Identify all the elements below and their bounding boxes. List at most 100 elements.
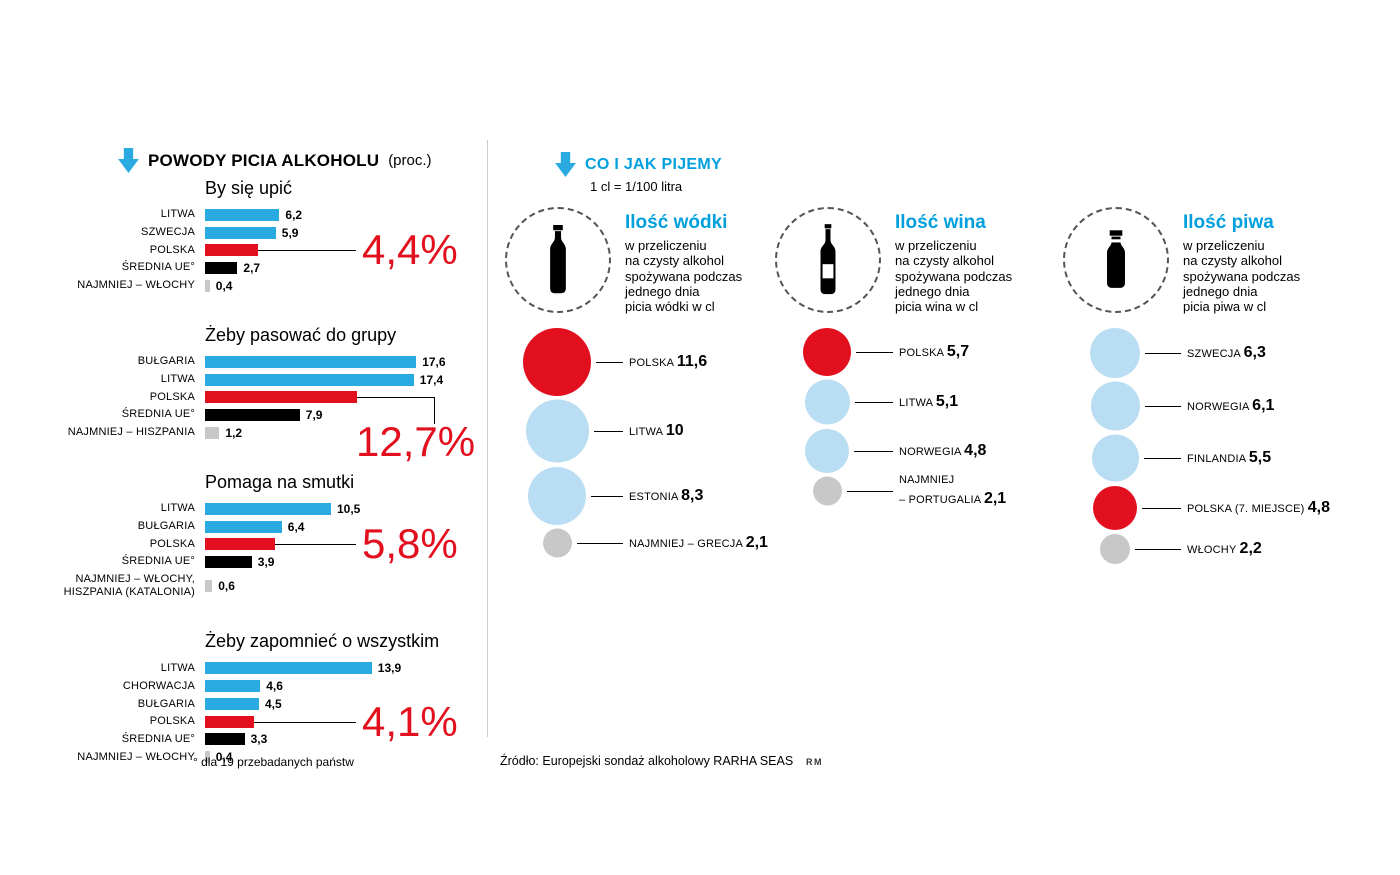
bar	[205, 751, 210, 764]
bar-category-label: LITWA	[160, 502, 195, 515]
description-line: w przeliczeniu	[1183, 238, 1265, 253]
bubble-value: 2,2	[1239, 539, 1262, 557]
bar-row: CHORWACJA 4,6	[62, 679, 492, 693]
bubble-category: FINLANDIA	[1187, 453, 1249, 466]
bar-value-label: 3,9	[257, 554, 275, 569]
bar-value-label: 5,9	[281, 225, 299, 240]
bar-category-label: NAJMNIEJ – WŁOCHY, HISZPANIA (KATALONIA)	[63, 572, 195, 599]
bar-value-label: 1,2	[225, 425, 243, 440]
wine-bottle-icon	[820, 224, 836, 295]
bubble-row: POLSKA 11,6	[505, 327, 775, 396]
bubble-list: POLSKA 5,7 LITWA 5,1 NORWEGIA 4,8 NAJMNIEJ …	[775, 327, 1063, 507]
bubble-value: 5,1	[935, 393, 959, 411]
callout-line	[254, 721, 356, 723]
bar	[205, 426, 220, 439]
bubble-list: POLSKA 11,6 LITWA 10 ESTONIA 8,3 NAJMNIEJ –…	[505, 327, 775, 558]
bubble-label: WŁOCHY 2,2	[1187, 538, 1262, 560]
description-line: na czysty alkohol	[895, 253, 994, 269]
bubble-label: POLSKA 5,7	[899, 341, 969, 363]
callout-line	[274, 544, 356, 546]
bubble-category: NORWEGIA	[899, 445, 965, 458]
author-initials: RM	[806, 757, 823, 767]
bubble-row: POLSKA 5,7	[775, 327, 1063, 376]
bar-value-label: 4,5	[265, 697, 282, 712]
bubble-label: POLSKA 11,6	[629, 351, 707, 373]
bubble-value: 10	[665, 422, 684, 440]
bar-category-label: LITWA	[160, 373, 195, 386]
bubble-row: NAJMNIEJ – PORTUGALIA 2,1	[775, 474, 1063, 507]
consumption-section: CO I JAK PIJEMY 1 cl = 1/100 litra Ilość…	[505, 152, 1375, 568]
bar	[205, 520, 282, 533]
bubble-row: NORWEGIA 4,8	[775, 428, 1063, 473]
bubble-chart-text: Ilość wina w przeliczeniu na czysty alkoho…	[895, 207, 1012, 315]
highlight-percentage: 5,8%	[362, 520, 458, 568]
bubble-label: NAJMNIEJ – GRECJA 2,1	[629, 532, 768, 554]
bar-chart-1: Żeby pasować do grupy BUŁGARIA 17,6 LITWA 17…	[62, 324, 492, 463]
bubble-label: LITWA 10	[629, 420, 684, 442]
bubble-chart-text: Ilość wódki w przeliczeniu na czysty alkoh…	[625, 207, 742, 315]
consumption-header: CO I JAK PIJEMY	[555, 152, 1375, 177]
bar	[205, 698, 259, 711]
description-line: na czysty alkohol	[1183, 253, 1282, 269]
bubble-chart-4: Ilość wódki w przeliczeniu na czysty alkoh…	[505, 207, 775, 568]
bar-row: NAJMNIEJ – HISZPANIA 1,2	[62, 426, 492, 440]
bubble-label: ESTONIA 8,3	[629, 485, 703, 507]
bubble-chart-title: Ilość wódki	[625, 212, 728, 233]
bar-category-label: ŚREDNIA UE°	[121, 555, 195, 568]
bubble-row: LITWA 10	[505, 399, 775, 463]
bar-row: BUŁGARIA 6,4	[62, 520, 492, 534]
bar-value-label: 6,2	[285, 207, 303, 222]
bar-value-label: 13,9	[377, 661, 402, 676]
bubble-label: FINLANDIA 5,5	[1187, 447, 1271, 469]
bar-row: POLSKA 12,7%	[62, 391, 492, 463]
bar-row: POLSKA 4,1%	[62, 700, 492, 742]
bubble-chart-header: Ilość wódki w przeliczeniu na czysty alkoh…	[505, 207, 775, 315]
chart-icon-circle	[775, 207, 881, 313]
source-credit: Źródło: Europejski sondaż alkoholowy RAR…	[500, 754, 794, 768]
highlight-percentage: 12,7%	[356, 417, 476, 465]
chart-title: Żeby pasować do grupy	[205, 324, 397, 345]
description-line: picia wódki w cl	[625, 299, 715, 315]
bar	[205, 226, 276, 239]
bar-value-label: 0,6	[218, 579, 235, 594]
bar-category-label: CHORWACJA	[122, 679, 195, 692]
bar	[205, 279, 210, 292]
bar-category-label: LITWA	[160, 208, 195, 221]
bar	[205, 408, 300, 421]
bubble-value: 4,8	[1307, 498, 1331, 516]
bubble-label: NAJMNIEJ – PORTUGALIA 2,1	[899, 473, 1006, 509]
bar-value-label: 7,9	[305, 407, 323, 422]
bar	[205, 715, 255, 728]
bubble-chart-description: w przeliczeniu na czysty alkohol spożywana…	[895, 238, 1012, 315]
connector-line	[854, 450, 893, 452]
consumption-subtitle: 1 cl = 1/100 litra	[590, 179, 683, 194]
bubble-value: 5,7	[946, 342, 970, 360]
bar	[205, 680, 261, 693]
bar-row: LITWA 17,4	[62, 373, 492, 387]
bar-category-label: ŚREDNIA UE°	[121, 261, 195, 274]
connector-line	[596, 361, 623, 363]
description-line: spożywana podczas	[1183, 268, 1301, 284]
bar-category-label: NAJMNIEJ – WŁOCHY	[77, 750, 195, 763]
bar	[205, 261, 238, 274]
bar	[205, 538, 275, 551]
bar-chart-2: Pomaga na smutki LITWA 10,5 BUŁGARIA 6,4 POLS…	[62, 472, 492, 599]
bar-row: BUŁGARIA 17,6	[62, 355, 492, 369]
bar-row: NAJMNIEJ – WŁOCHY, HISZPANIA (KATALONIA)…	[62, 573, 492, 599]
bubble-row: NAJMNIEJ – GRECJA 2,1	[505, 528, 775, 558]
description-line: picia wina w cl	[895, 299, 979, 315]
bar	[205, 733, 245, 746]
bubble	[528, 466, 586, 525]
reasons-title: POWODY PICIA ALKOHOLU	[148, 150, 380, 170]
bar-value-label: 2,7	[243, 260, 261, 275]
bubble-list: SZWECJA 6,3 NORWEGIA 6,1 FINLANDIA 5,5 POLS…	[1063, 327, 1345, 564]
bar-category-label: SZWECJA	[141, 226, 195, 239]
bubble-value: 8,3	[681, 486, 704, 504]
connector-line	[1145, 352, 1181, 354]
highlight-percentage: 4,1%	[362, 697, 458, 745]
description-line: jednego dnia	[625, 283, 700, 299]
bar	[205, 208, 280, 221]
bubble-label: POLSKA (7. MIEJSCE) 4,8	[1187, 497, 1330, 519]
bubble-chart-header: Ilość wina w przeliczeniu na czysty alkoho…	[775, 207, 1063, 315]
bubble-label: LITWA 5,1	[899, 391, 958, 413]
